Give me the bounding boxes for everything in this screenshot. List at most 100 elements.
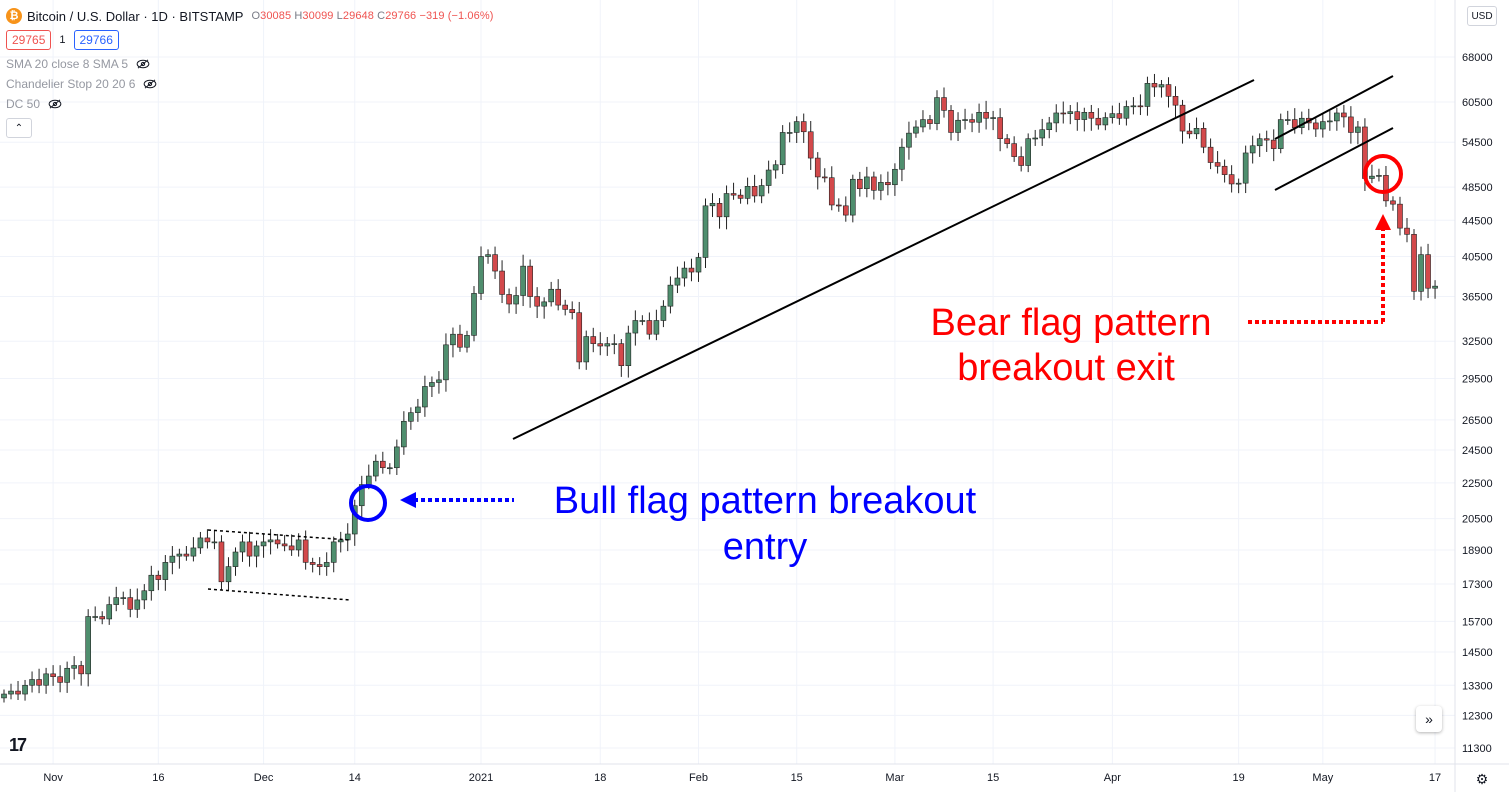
candle-down — [155, 574, 162, 580]
indicator-row-chandelier[interactable]: Chandelier Stop 20 20 6 — [6, 74, 494, 94]
time-tick-label: Apr — [1104, 772, 1121, 784]
candle-down — [15, 690, 21, 695]
candle-down — [941, 97, 947, 111]
candle-down — [506, 294, 512, 305]
time-tick-label: May — [1312, 772, 1333, 784]
candle-down — [499, 270, 505, 295]
bear-flag-channel[interactable] — [1274, 75, 1394, 191]
candle-down — [218, 541, 225, 583]
candle-up — [850, 178, 856, 216]
candle-down — [1004, 138, 1010, 144]
price-tick-label: 44500 — [1462, 215, 1493, 227]
tradingview-logo[interactable]: 17 — [9, 735, 27, 755]
eye-hidden-icon[interactable] — [135, 59, 151, 69]
time-tick-label: 18 — [594, 772, 606, 784]
symbol-title[interactable]: Bitcoin / U.S. Dollar · 1D · BITSTAMP — [27, 8, 244, 24]
candle-down — [1074, 111, 1081, 120]
buy-button[interactable]: 29766 — [73, 30, 119, 50]
candle-up — [639, 320, 646, 322]
time-tick-label: Feb — [689, 772, 708, 784]
candle-up — [709, 203, 716, 207]
candle-up — [758, 185, 765, 197]
price-tick-label: 24500 — [1462, 445, 1493, 457]
price-tick-label: 48500 — [1462, 182, 1493, 194]
time-tick-label: Dec — [254, 772, 274, 784]
scroll-to-realtime-button[interactable]: » — [1416, 706, 1442, 732]
candle-up — [429, 382, 435, 387]
price-tick-label: 17300 — [1462, 579, 1493, 591]
candle-up — [990, 117, 996, 119]
price-tick-label: 29500 — [1462, 374, 1493, 386]
candle-up — [660, 305, 667, 321]
candle-down — [1221, 165, 1228, 175]
indicator-row-dc[interactable]: DC 50 — [6, 94, 494, 114]
candle-up — [415, 406, 421, 413]
candle-up — [365, 475, 372, 485]
candle-down — [534, 296, 540, 307]
open-value: 30085 — [260, 10, 292, 22]
candle-up — [1144, 83, 1151, 107]
price-tick-label: 60500 — [1462, 97, 1493, 109]
candle-down — [78, 665, 84, 675]
candle-up — [141, 590, 148, 601]
candle-down — [1060, 112, 1067, 115]
candle-down — [274, 539, 281, 545]
candle-down — [1383, 175, 1389, 202]
candle-up — [106, 604, 113, 620]
candle-up — [1256, 138, 1263, 147]
time-tick-label: 14 — [349, 772, 361, 784]
candle-up — [674, 277, 681, 286]
eye-hidden-icon[interactable] — [47, 99, 63, 109]
candle-down — [1313, 122, 1319, 130]
candle-up — [120, 597, 127, 599]
candle-down — [983, 112, 989, 119]
candle-down — [1186, 130, 1193, 135]
candle-up — [1320, 121, 1326, 130]
candle-up — [892, 168, 898, 186]
candle-up — [878, 182, 884, 191]
bear-annotation-line-1: Bear flag pattern — [931, 302, 1212, 344]
time-axis[interactable]: Nov 16 Dec 14 2021 18 Feb 15 Mar 15 Apr 19 May 17 — [43, 772, 1441, 784]
indicator-row-sma[interactable]: SMA 20 close 8 SMA 5 — [6, 54, 494, 74]
eye-hidden-icon[interactable] — [142, 79, 158, 89]
candle-down — [50, 673, 56, 677]
settings-icon[interactable]: ⚙ — [1475, 770, 1489, 787]
candle-up — [695, 257, 702, 273]
candle-down — [948, 110, 954, 133]
candle-up — [372, 460, 379, 477]
candle-down — [997, 117, 1003, 139]
bull-annotation-line-1: Bull flag pattern breakout — [554, 480, 977, 522]
time-tick-label: 19 — [1233, 772, 1245, 784]
candle-up — [1, 693, 7, 699]
price-axis[interactable]: 68000 60500 54500 48500 44500 40500 36500 32500… — [1462, 52, 1493, 755]
candle-up — [330, 541, 337, 563]
candle-up — [1355, 126, 1361, 133]
low-label: L — [336, 10, 343, 22]
candle-down — [316, 564, 323, 567]
candle-down — [562, 304, 569, 310]
price-tick-label: 68000 — [1462, 52, 1493, 64]
candle-up — [667, 284, 674, 307]
trendline[interactable] — [512, 79, 1255, 440]
candle-up — [394, 446, 400, 469]
candle-up — [1376, 175, 1382, 177]
candle-up — [211, 541, 218, 544]
candle-up — [541, 301, 547, 307]
candle-down — [302, 539, 309, 563]
price-tick-label: 13300 — [1462, 680, 1493, 692]
candle-down — [716, 203, 723, 218]
collapse-legend-button[interactable]: ⌃ — [6, 118, 32, 138]
candle-up — [779, 132, 786, 166]
currency-button[interactable]: USD — [1467, 6, 1497, 26]
candle-up — [22, 684, 28, 695]
candle-down — [1425, 254, 1431, 289]
candle-up — [765, 169, 772, 186]
candle-up — [583, 336, 590, 363]
candle-up — [1039, 129, 1046, 139]
price-tick-label: 15700 — [1462, 616, 1493, 628]
candle-down — [1263, 138, 1270, 141]
candle-down — [646, 320, 653, 335]
candle-up — [443, 344, 449, 381]
sell-button[interactable]: 29765 — [6, 30, 52, 50]
